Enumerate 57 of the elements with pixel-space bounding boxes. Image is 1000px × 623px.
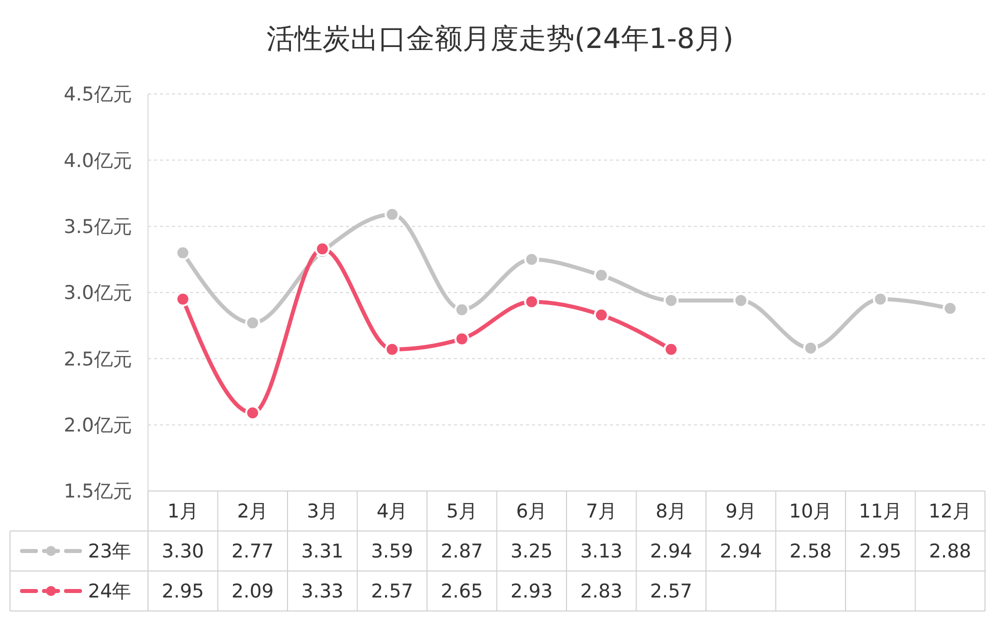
point bbox=[942, 300, 958, 316]
point bbox=[664, 342, 679, 357]
x-tick-label: 12月 bbox=[928, 500, 972, 523]
y-tick-label: 3.5亿元 bbox=[64, 216, 132, 238]
point bbox=[175, 292, 190, 307]
point bbox=[524, 294, 540, 310]
x-tick-label: 3月 bbox=[306, 500, 338, 523]
point bbox=[245, 405, 260, 420]
data-label: 2.77 bbox=[231, 540, 274, 563]
point bbox=[384, 206, 400, 222]
data-label: 2.09 bbox=[231, 580, 274, 603]
data-label: 2.57 bbox=[370, 580, 414, 603]
y-tick-label: 3.0亿元 bbox=[64, 282, 132, 304]
data-label: 3.59 bbox=[370, 540, 414, 563]
point bbox=[175, 245, 190, 260]
x-tick-label: 4月 bbox=[376, 500, 408, 523]
y-tick-label: 1.5亿元 bbox=[64, 480, 132, 503]
point bbox=[872, 292, 888, 307]
data-label: 2.88 bbox=[928, 540, 972, 563]
x-tick-label: 10月 bbox=[789, 500, 832, 523]
x-tick-label: 7月 bbox=[586, 500, 617, 523]
point bbox=[454, 302, 470, 318]
point bbox=[803, 340, 818, 356]
data-label: 3.13 bbox=[580, 540, 623, 563]
point bbox=[384, 342, 400, 357]
point bbox=[245, 315, 260, 330]
data-label: 2.83 bbox=[580, 580, 623, 603]
data-label: 2.94 bbox=[720, 540, 762, 563]
data-label: 2.95 bbox=[859, 540, 902, 563]
data-label: 2.65 bbox=[440, 580, 484, 603]
x-tick-label: 8月 bbox=[656, 500, 687, 523]
y-tick-label: 4.0亿元 bbox=[64, 150, 132, 172]
data-label: 3.25 bbox=[510, 540, 553, 563]
data-label: 3.33 bbox=[301, 580, 344, 603]
chart-title: 活性炭出口金额月度走势(24年1-8月) bbox=[266, 22, 734, 55]
point bbox=[594, 268, 609, 283]
legend-label: 24年 bbox=[88, 580, 132, 603]
y-tick-label: 2.0亿元 bbox=[64, 414, 132, 436]
data-label: 3.31 bbox=[301, 540, 344, 563]
data-label: 2.93 bbox=[510, 580, 553, 603]
y-tick-label: 4.5亿元 bbox=[64, 84, 132, 106]
data-label: 2.87 bbox=[440, 540, 484, 563]
data-label: 2.94 bbox=[650, 540, 692, 563]
data-label: 2.58 bbox=[789, 540, 832, 563]
x-tick-label: 9月 bbox=[725, 500, 756, 523]
data-label: 2.57 bbox=[650, 580, 692, 603]
y-tick-label: 2.5亿元 bbox=[64, 348, 132, 370]
x-tick-label: 6月 bbox=[516, 500, 548, 523]
x-tick-label: 1月 bbox=[167, 500, 198, 523]
data-label: 3.30 bbox=[162, 540, 204, 563]
data-label: 2.95 bbox=[162, 580, 204, 603]
point bbox=[524, 252, 540, 267]
point bbox=[454, 331, 470, 346]
x-tick-label: 2月 bbox=[237, 500, 268, 523]
x-tick-label: 11月 bbox=[858, 500, 902, 523]
legend-label: 23年 bbox=[88, 540, 132, 563]
x-tick-label: 5月 bbox=[446, 500, 478, 523]
